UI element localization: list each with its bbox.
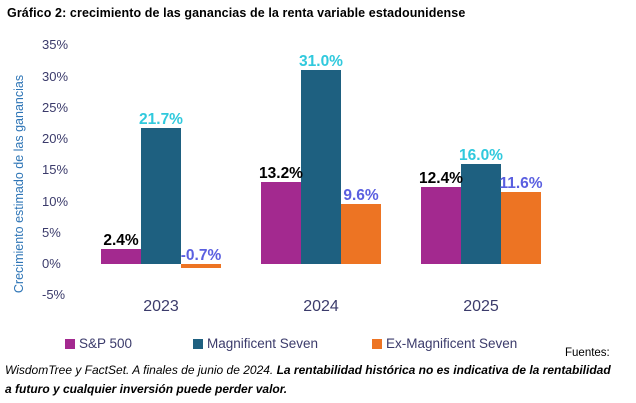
legend-item-magnificent-seven: Magnificent Seven <box>193 335 319 351</box>
bar-label-magnificent-seven-2023: 21.7% <box>139 111 183 129</box>
bar-ex-magnificent-seven-2025 <box>501 191 541 264</box>
y-tick-30: 30% <box>42 68 69 84</box>
y-tick-0: 0% <box>42 256 61 271</box>
y-tick-5: -5% <box>42 287 66 303</box>
chart-title: Gráfico 2: crecimiento de las ganancias … <box>7 6 466 20</box>
y-tick-15: 15% <box>42 162 69 178</box>
legend-swatch-ex-magnificent-seven <box>372 339 382 349</box>
sources-label: Fuentes: <box>565 347 610 359</box>
x-label-2024: 2024 <box>303 298 339 315</box>
legend-label-magnificent-seven: Magnificent Seven <box>207 336 319 351</box>
footnote-normal-segment: WisdomTree y FactSet. A finales de junio… <box>5 363 277 377</box>
bar-s-p-500-2025 <box>421 186 461 264</box>
footnote: WisdomTree y FactSet. A finales de junio… <box>5 361 633 399</box>
bar-ex-magnificent-seven-2024 <box>341 204 381 264</box>
bar-label-s-p-500-2023: 2.4% <box>103 232 139 249</box>
bar-label-s-p-500-2024: 13.2% <box>259 164 303 182</box>
bar-label-magnificent-seven-2024: 31.0% <box>299 53 343 71</box>
bar-label-ex-magnificent-seven-2023: -0.7% <box>180 247 222 264</box>
legend-item-s-p-500: S&P 500 <box>65 335 133 351</box>
bar-ex-magnificent-seven-2023 <box>181 264 221 269</box>
y-tick-10: 10% <box>42 193 69 209</box>
x-label-2025: 2025 <box>463 298 499 315</box>
bar-label-ex-magnificent-seven-2025: 11.6% <box>499 174 543 192</box>
bar-magnificent-seven-2023 <box>141 128 181 264</box>
y-tick-20: 20% <box>42 131 69 146</box>
y-tick-35: 35% <box>42 37 69 53</box>
legend-label-s-p-500: S&P 500 <box>79 336 133 351</box>
footnote-bold-segment-line1: La rentabilidad histórica no es indicati… <box>276 363 611 377</box>
bar-label-s-p-500-2025: 12.4% <box>419 169 463 187</box>
bar-magnificent-seven-2024 <box>301 70 341 264</box>
y-axis-title: Crecimiento estimado de las ganancias <box>12 74 26 294</box>
footnote-bold-segment-line2: a futuro y cualquier inversión puede per… <box>5 382 288 396</box>
legend-swatch-magnificent-seven <box>193 339 203 349</box>
legend-swatch-s-p-500 <box>65 339 75 349</box>
legend-item-ex-magnificent-seven: Ex-Magnificent Seven <box>372 335 518 351</box>
bar-label-magnificent-seven-2025: 16.0% <box>459 147 503 164</box>
bar-label-ex-magnificent-seven-2024: 9.6% <box>343 187 379 204</box>
y-tick-25: 25% <box>42 99 69 115</box>
x-label-2023: 2023 <box>143 298 179 315</box>
bar-s-p-500-2024 <box>261 181 301 264</box>
legend-label-ex-magnificent-seven: Ex-Magnificent Seven <box>386 336 518 351</box>
y-tick-5: 5% <box>42 224 61 240</box>
bar-magnificent-seven-2025 <box>461 164 501 264</box>
bar-s-p-500-2023 <box>101 249 141 264</box>
